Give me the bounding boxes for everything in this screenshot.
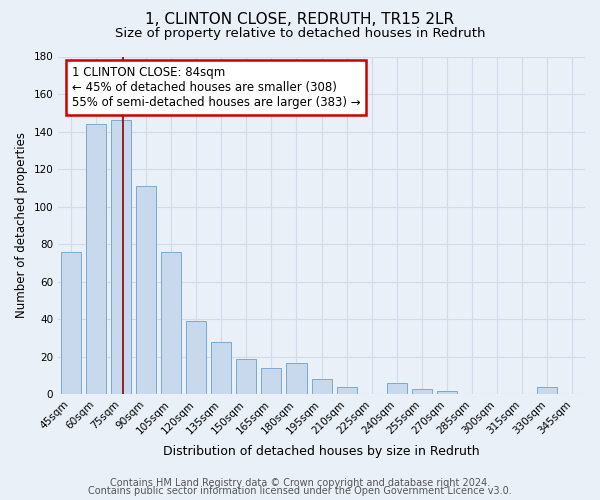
Bar [262,368,281,394]
Bar [136,186,156,394]
Bar [161,252,181,394]
Text: Size of property relative to detached houses in Redruth: Size of property relative to detached ho… [115,28,485,40]
Bar [86,124,106,394]
Bar [337,387,357,394]
Bar [236,359,256,394]
Text: Contains public sector information licensed under the Open Government Licence v3: Contains public sector information licen… [88,486,512,496]
Bar [437,390,457,394]
Text: 1 CLINTON CLOSE: 84sqm
← 45% of detached houses are smaller (308)
55% of semi-de: 1 CLINTON CLOSE: 84sqm ← 45% of detached… [72,66,361,109]
Bar [211,342,231,394]
Bar [412,389,432,394]
Bar [387,383,407,394]
Bar [538,387,557,394]
Bar [286,362,307,394]
Bar [311,380,332,394]
Bar [111,120,131,394]
Text: Contains HM Land Registry data © Crown copyright and database right 2024.: Contains HM Land Registry data © Crown c… [110,478,490,488]
Text: 1, CLINTON CLOSE, REDRUTH, TR15 2LR: 1, CLINTON CLOSE, REDRUTH, TR15 2LR [145,12,455,28]
Y-axis label: Number of detached properties: Number of detached properties [15,132,28,318]
Bar [186,321,206,394]
Bar [61,252,81,394]
X-axis label: Distribution of detached houses by size in Redruth: Distribution of detached houses by size … [163,444,480,458]
